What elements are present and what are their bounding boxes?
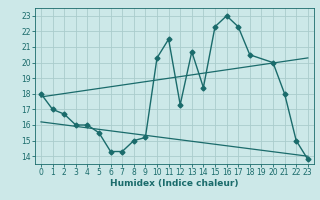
X-axis label: Humidex (Indice chaleur): Humidex (Indice chaleur) [110, 179, 239, 188]
